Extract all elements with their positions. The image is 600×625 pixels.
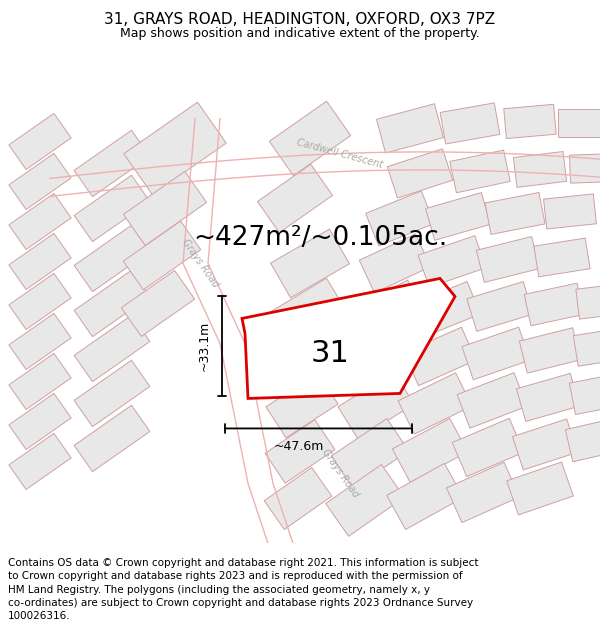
Polygon shape xyxy=(124,102,226,195)
Polygon shape xyxy=(74,270,150,337)
Polygon shape xyxy=(450,150,510,192)
Text: Contains OS data © Crown copyright and database right 2021. This information is : Contains OS data © Crown copyright and d… xyxy=(8,558,478,568)
Polygon shape xyxy=(485,192,545,234)
Polygon shape xyxy=(574,329,600,366)
Polygon shape xyxy=(74,360,150,427)
Polygon shape xyxy=(398,372,472,434)
Polygon shape xyxy=(270,278,346,345)
Polygon shape xyxy=(410,282,480,338)
Polygon shape xyxy=(9,353,71,409)
Polygon shape xyxy=(392,418,467,482)
Polygon shape xyxy=(271,229,349,298)
Text: Cardwell Crescent: Cardwell Crescent xyxy=(296,137,384,170)
Polygon shape xyxy=(425,192,490,240)
Polygon shape xyxy=(457,372,527,428)
Polygon shape xyxy=(74,225,150,292)
Polygon shape xyxy=(338,372,414,439)
Polygon shape xyxy=(269,101,351,176)
Polygon shape xyxy=(504,104,556,139)
Text: Map shows position and indicative extent of the property.: Map shows position and indicative extent… xyxy=(120,28,480,40)
Polygon shape xyxy=(569,374,600,414)
Polygon shape xyxy=(507,462,573,515)
Polygon shape xyxy=(326,464,404,536)
Polygon shape xyxy=(268,326,342,391)
Polygon shape xyxy=(9,233,71,289)
Polygon shape xyxy=(544,194,596,229)
Polygon shape xyxy=(9,433,71,489)
Polygon shape xyxy=(376,104,443,153)
Polygon shape xyxy=(242,279,455,399)
Polygon shape xyxy=(264,468,332,529)
Polygon shape xyxy=(517,373,580,421)
Polygon shape xyxy=(9,273,71,329)
Polygon shape xyxy=(418,236,486,288)
Text: co-ordinates) are subject to Crown copyright and database rights 2023 Ordnance S: co-ordinates) are subject to Crown copyr… xyxy=(8,598,473,608)
Polygon shape xyxy=(74,315,150,382)
Polygon shape xyxy=(476,236,539,282)
Polygon shape xyxy=(266,373,338,438)
Text: Grays Road: Grays Road xyxy=(320,448,360,499)
Polygon shape xyxy=(123,221,201,290)
Polygon shape xyxy=(74,405,150,472)
Polygon shape xyxy=(9,313,71,369)
Polygon shape xyxy=(512,419,578,470)
Polygon shape xyxy=(74,175,150,242)
Text: to Crown copyright and database rights 2023 and is reproduced with the permissio: to Crown copyright and database rights 2… xyxy=(8,571,463,581)
Polygon shape xyxy=(9,113,71,169)
Polygon shape xyxy=(257,164,332,232)
Polygon shape xyxy=(440,103,500,144)
Text: ~47.6m: ~47.6m xyxy=(274,440,323,453)
Polygon shape xyxy=(124,171,206,246)
Polygon shape xyxy=(557,109,600,138)
Polygon shape xyxy=(344,326,419,391)
Text: 100026316.: 100026316. xyxy=(8,611,70,621)
Polygon shape xyxy=(121,271,194,336)
Polygon shape xyxy=(565,419,600,462)
Polygon shape xyxy=(534,238,590,277)
Polygon shape xyxy=(462,327,530,380)
Polygon shape xyxy=(452,418,524,477)
Polygon shape xyxy=(265,420,335,483)
Text: Grays Road: Grays Road xyxy=(180,238,220,289)
Polygon shape xyxy=(9,193,71,249)
Text: 31: 31 xyxy=(311,339,349,368)
Polygon shape xyxy=(524,283,584,326)
Text: ~33.1m: ~33.1m xyxy=(197,321,211,371)
Polygon shape xyxy=(9,153,71,209)
Text: 31, GRAYS ROAD, HEADINGTON, OXFORD, OX3 7PZ: 31, GRAYS ROAD, HEADINGTON, OXFORD, OX3 … xyxy=(104,12,496,27)
Text: ~427m²/~0.105ac.: ~427m²/~0.105ac. xyxy=(193,226,447,251)
Polygon shape xyxy=(520,328,581,373)
Polygon shape xyxy=(74,130,150,197)
Polygon shape xyxy=(446,462,520,522)
Text: HM Land Registry. The polygons (including the associated geometry, namely x, y: HM Land Registry. The polygons (includin… xyxy=(8,585,430,595)
Polygon shape xyxy=(331,419,409,488)
Polygon shape xyxy=(9,393,71,449)
Polygon shape xyxy=(514,151,566,188)
Polygon shape xyxy=(569,154,600,183)
Polygon shape xyxy=(388,149,452,198)
Polygon shape xyxy=(359,234,431,293)
Polygon shape xyxy=(467,281,533,331)
Polygon shape xyxy=(365,191,434,246)
Polygon shape xyxy=(351,280,425,342)
Polygon shape xyxy=(576,284,600,319)
Polygon shape xyxy=(386,463,463,529)
Polygon shape xyxy=(404,327,476,386)
